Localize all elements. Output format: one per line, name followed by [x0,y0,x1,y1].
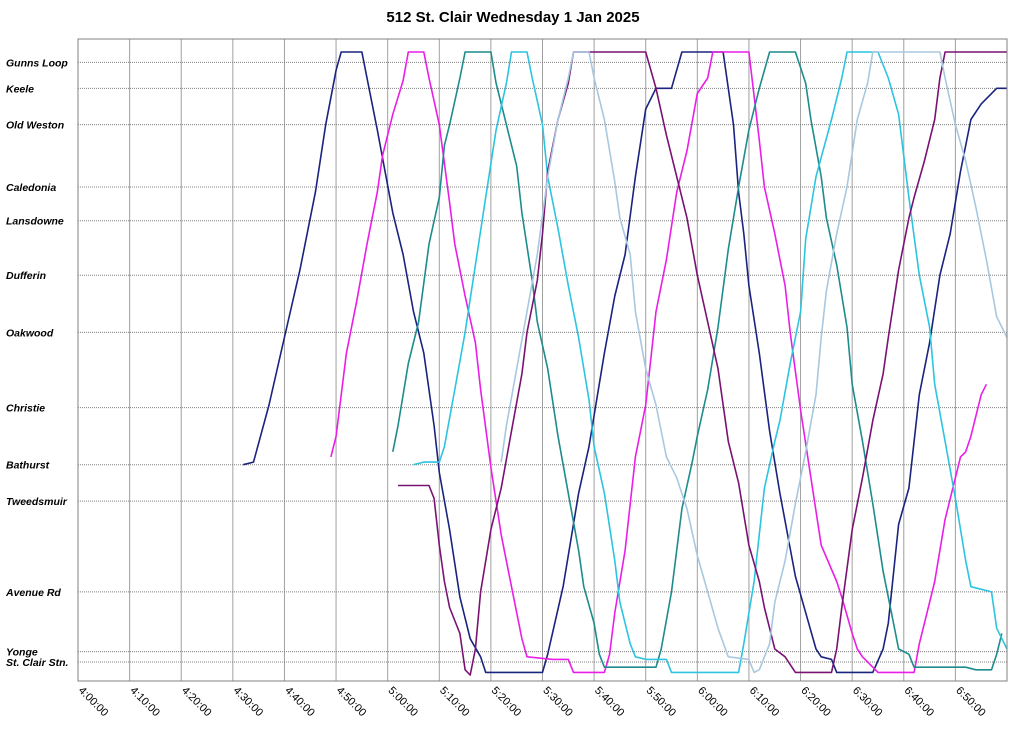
trip-line-3 [392,51,1003,671]
x-tick-label: 6:10:00 [747,685,781,719]
x-tick-label: 4:30:00 [231,685,265,719]
vertical-gridlines [77,39,956,681]
x-tick-label: 6:00:00 [695,685,729,719]
x-tick-label: 4:50:00 [334,685,368,719]
horizontal-gridlines [78,61,1007,663]
stop-label: Dufferin [6,270,46,282]
stop-label: Gunns Loop [6,57,68,69]
x-tick-label: 5:20:00 [489,685,523,719]
stop-label: Oakwood [6,327,54,339]
x-tick-label: 5:00:00 [386,685,420,719]
stop-label: Old Weston [6,120,64,132]
x-tick-label: 4:00:00 [76,685,110,719]
x-tick-label: 6:30:00 [850,685,884,719]
trip-line-6 [500,51,1008,674]
x-tick-label: 4:10:00 [127,685,161,719]
stop-label: Tweedsmuir [6,496,68,508]
stop-label: Avenue Rd [5,587,61,599]
stop-label: Caledonia [6,182,56,194]
x-tick-label: 6:20:00 [798,685,832,719]
stop-label: Christie [6,403,45,415]
x-tick-label: 4:20:00 [179,685,213,719]
stop-label: Bathurst [6,460,50,472]
plot-frame [77,38,1008,682]
chart-title: 512 St. Clair Wednesday 1 Jan 2025 [386,9,639,26]
stop-label: Lansdowne [6,216,64,228]
stop-label: Yonge [6,647,38,659]
x-tick-label: 5:40:00 [592,685,626,719]
stop-labels: Gunns Loop Keele Old Weston Caledonia Lansdo… [5,57,69,669]
x-tick-label: 4:40:00 [282,685,316,719]
x-tick-label: 6:50:00 [953,685,987,719]
x-tick-label: 5:30:00 [540,685,574,719]
trip-line-4 [413,51,1008,674]
stop-label: St. Clair Stn. [6,657,69,669]
stop-label: Keele [6,83,34,95]
trip-lines [243,51,1008,676]
x-tick-label: 5:50:00 [644,685,678,719]
x-axis-tick-labels: 4:00:00 4:10:00 4:20:00 4:30:00 4:40:00 4:50:… [76,685,988,719]
x-tick-label: 6:40:00 [902,685,936,719]
trip-line-2 [330,51,988,674]
trip-line-5 [398,51,1007,676]
trip-line-1 [243,51,1007,674]
x-tick-label: 5:10:00 [437,685,471,719]
